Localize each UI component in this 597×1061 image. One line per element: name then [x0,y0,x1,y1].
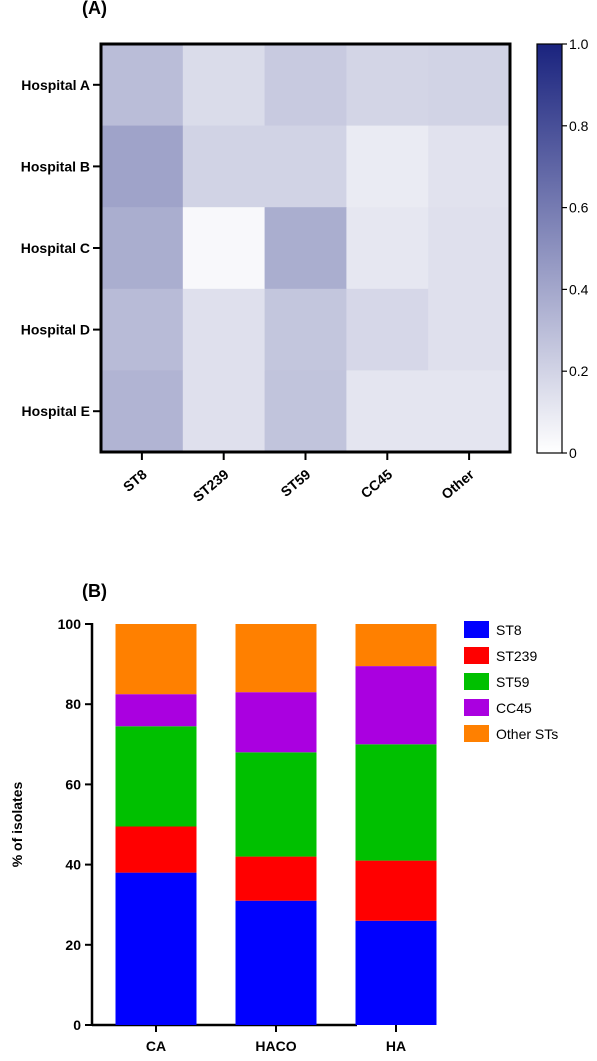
heatmap-cell [182,44,266,127]
heatmap-row-label: Hospital C [21,240,90,256]
heatmap-cell [264,370,347,453]
legend-label: ST8 [496,622,522,638]
heatmap-row-labels: Hospital A Hospital B Hospital C Hospital D… [21,77,101,419]
y-tick-label: 60 [65,776,81,792]
heatmap-cell [101,207,184,290]
heatmap-cell [346,44,429,127]
colorbar-tick-label: 0.2 [569,363,589,379]
heatmap-col-label: ST239 [190,466,232,505]
bar-segment [355,744,437,861]
heatmap-cell [428,125,511,208]
heatmap-col-label: CC45 [358,466,396,501]
bar-chart-legend: ST8 ST239 ST59 CC45 Other STs [464,621,558,742]
bar-segment [235,856,317,901]
heatmap-cell [346,288,429,371]
y-tick-label: 40 [65,857,81,873]
heatmap-cell [182,370,266,453]
legend-swatch [464,621,489,638]
heatmap-cell [264,207,347,290]
heatmap-cell [346,370,429,453]
heatmap-row-label: Hospital D [21,322,90,338]
colorbar-tick-label: 0.4 [569,281,589,297]
bar-segment [115,826,197,873]
heatmap-cell [182,207,266,290]
heatmap-row-label: Hospital A [21,77,90,93]
y-tick-label: 0 [73,1017,81,1033]
y-axis-title: % of isolates [9,782,25,868]
legend-swatch [464,725,489,742]
bar-segment [235,692,317,753]
legend-label: ST59 [496,674,530,690]
legend-label: ST239 [496,648,537,664]
bar-chart-axes: 0 20 40 60 80 100 % of isolates CA HACO HA [9,616,406,1054]
colorbar [536,43,563,454]
bar-segment [115,726,197,827]
heatmap-cell [264,44,347,127]
heatmap-cell [264,288,347,371]
bar-segment [115,872,197,1025]
heatmap-col-label: ST59 [278,466,314,500]
heatmap-cell [101,125,184,208]
colorbar-tick-label: 0.6 [569,200,589,216]
heatmap-cell [101,370,184,453]
bar-chart-bars [115,624,437,1025]
heatmap-cell [101,44,184,127]
bar-segment [355,666,437,745]
bar-segment [115,624,197,695]
heatmap-cell [428,288,511,371]
heatmap-col-label: Other [438,466,477,503]
bar-segment [355,860,437,921]
x-tick-label: HA [386,1038,406,1054]
legend-swatch [464,699,489,716]
x-tick-label: CA [146,1038,166,1054]
bar-segment [235,752,317,857]
heatmap-row-label: Hospital E [22,403,90,419]
heatmap-cell [182,125,266,208]
heatmap-cell [428,370,511,453]
y-tick-label: 20 [65,937,81,953]
heatmap-col-labels: ST8 ST239 ST59 CC45 Other [120,452,477,505]
legend-label: Other STs [496,726,558,742]
bar-segment [235,900,317,1025]
x-tick-label: HACO [255,1038,296,1054]
colorbar-ticks: 0 0.2 0.4 0.6 0.8 1.0 [562,36,589,461]
panel-a-label: (A) [82,0,107,18]
heatmap-cell [346,207,429,290]
colorbar-tick-label: 1.0 [569,36,589,52]
panel-b-label: (B) [82,581,107,601]
heatmap-cell [182,288,266,371]
bar-segment [355,920,437,1025]
y-tick-label: 80 [65,696,81,712]
legend-swatch [464,673,489,690]
bar-segment [355,624,437,667]
heatmap-row-label: Hospital B [21,158,90,174]
heatmap-cell [428,44,511,127]
heatmap-cell [346,125,429,208]
heatmap-cell [428,207,511,290]
heatmap-cell [264,125,347,208]
heatmap-col-label: ST8 [120,466,150,495]
y-tick-label: 100 [58,616,82,632]
colorbar-tick-label: 0 [569,445,577,461]
bar-segment [235,624,317,693]
heatmap-cell [101,288,184,371]
heatmap-cells [101,44,511,453]
bar-segment [115,694,197,727]
legend-swatch [464,647,489,664]
colorbar-tick-label: 0.8 [569,118,589,134]
legend-label: CC45 [496,700,532,716]
